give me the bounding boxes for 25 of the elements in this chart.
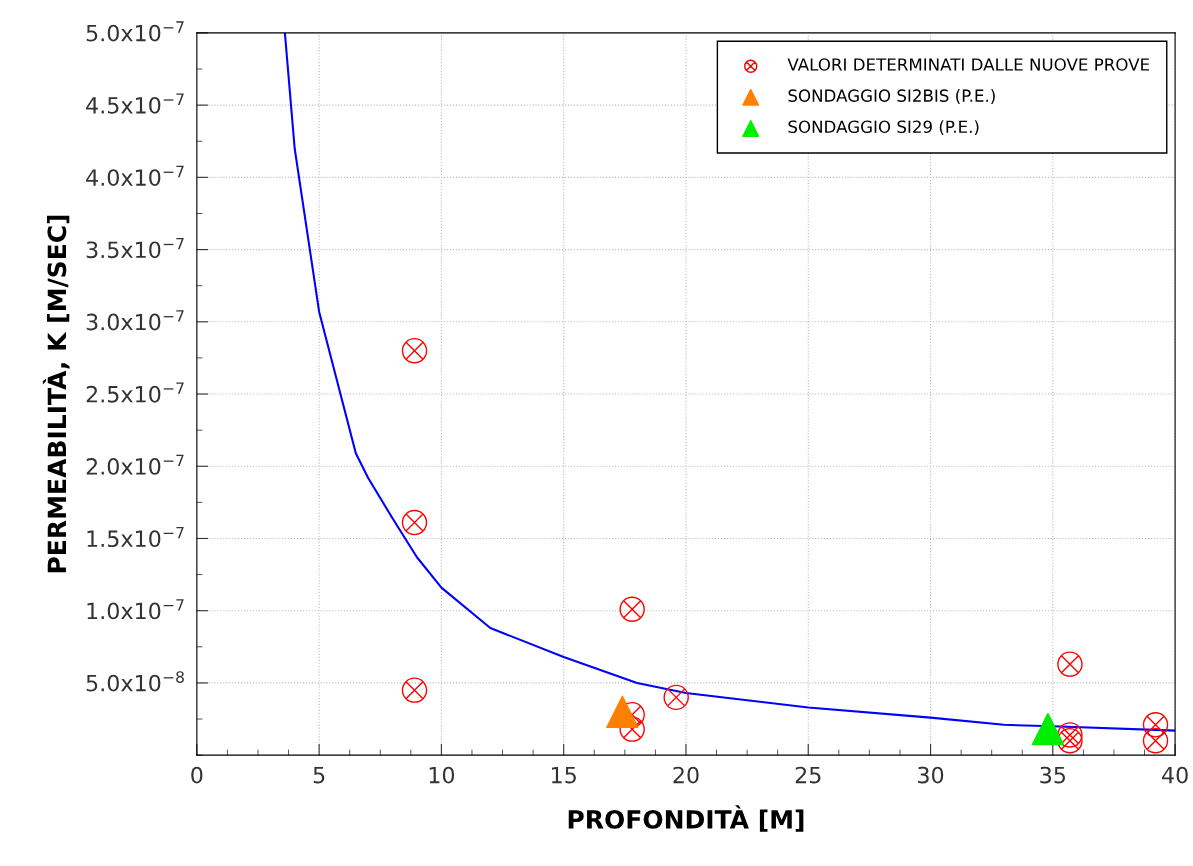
legend-label: VALORI DETERMINATI DALLE NUOVE PROVE — [787, 58, 1150, 71]
y-tick-label: 5.0x10$^{−8}$ — [86, 671, 184, 692]
y-tick-label: 2.0x10$^{−7}$ — [86, 454, 184, 475]
y-tick-label: 3.5x10$^{−7}$ — [86, 238, 184, 259]
y-tick-label: 1.5x10$^{−7}$ — [87, 526, 184, 548]
legend-label: SONDAGGIO SI29 (P.E.) — [788, 120, 979, 136]
legend-label: SONDAGGIO SI2BIS (P.E.) — [788, 89, 995, 104]
x-tick-label: 0 — [191, 766, 203, 784]
x-tick-label: 25 — [795, 766, 821, 784]
x-tick-label: 20 — [673, 766, 699, 784]
x-tick-label: 30 — [918, 766, 944, 784]
y-axis-title: PERMEABILITÀ, K [M/SEC] — [42, 215, 70, 573]
y-tick-label: 1.0x10$^{−7}$ — [87, 599, 184, 620]
y-tick-label: 3.0x10$^{−7}$ — [86, 310, 184, 331]
x-tick-label: 40 — [1162, 766, 1188, 784]
x-tick-label: 5 — [313, 766, 325, 784]
y-tick-label: 2.5x10$^{−7}$ — [86, 382, 184, 403]
line-series — [283, 32, 1176, 732]
x-tick-label: 35 — [1040, 766, 1066, 784]
x-tick-label: 15 — [551, 766, 576, 784]
x-axis-title: PROFONDITÀ [M] — [568, 805, 804, 832]
y-tick-label: 4.5x10$^{−7}$ — [86, 93, 184, 114]
y-tick-label: 4.0x10$^{−7}$ — [86, 165, 184, 186]
x-tick-label: 10 — [429, 766, 455, 784]
y-tick-label: 5.0x10$^{−7}$ — [86, 21, 184, 42]
